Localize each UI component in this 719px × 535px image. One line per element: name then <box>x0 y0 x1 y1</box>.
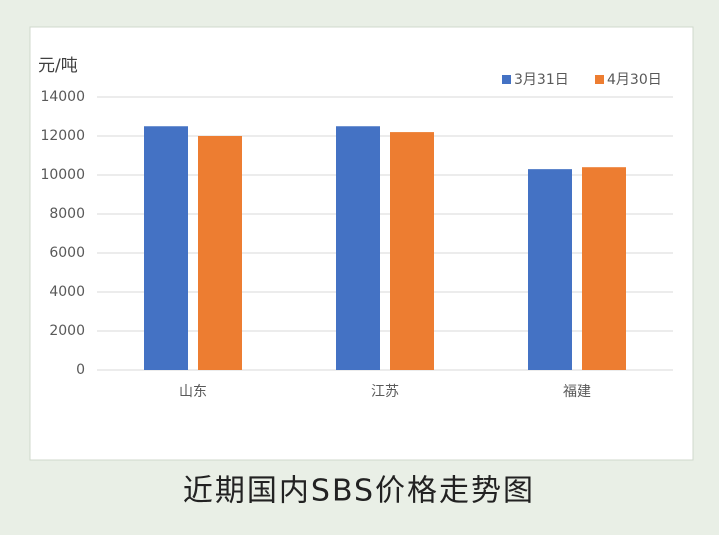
legend-swatch <box>502 75 511 84</box>
legend-swatch <box>595 75 604 84</box>
x-tick-label: 江苏 <box>371 384 399 400</box>
y-tick-label: 6000 <box>49 245 85 261</box>
y-tick-label: 12000 <box>40 128 85 144</box>
x-tick-label: 山东 <box>179 384 207 400</box>
x-tick-label: 福建 <box>563 384 591 400</box>
caption: 近期国内SBS价格走势图 <box>183 474 535 509</box>
y-tick-label: 10000 <box>40 167 85 183</box>
bar <box>528 169 572 370</box>
y-tick-label: 8000 <box>49 206 85 222</box>
bar <box>198 136 242 370</box>
y-axis-label: 元/吨 <box>38 56 78 76</box>
y-tick-label: 2000 <box>49 323 85 339</box>
y-tick-label: 4000 <box>49 284 85 300</box>
y-tick-label: 0 <box>76 362 85 378</box>
bar <box>336 126 380 370</box>
legend-label: 4月30日 <box>607 72 662 88</box>
y-tick-label: 14000 <box>40 89 85 105</box>
bar <box>144 126 188 370</box>
legend-label: 3月31日 <box>514 72 569 88</box>
bar <box>582 167 626 370</box>
bar <box>390 132 434 370</box>
